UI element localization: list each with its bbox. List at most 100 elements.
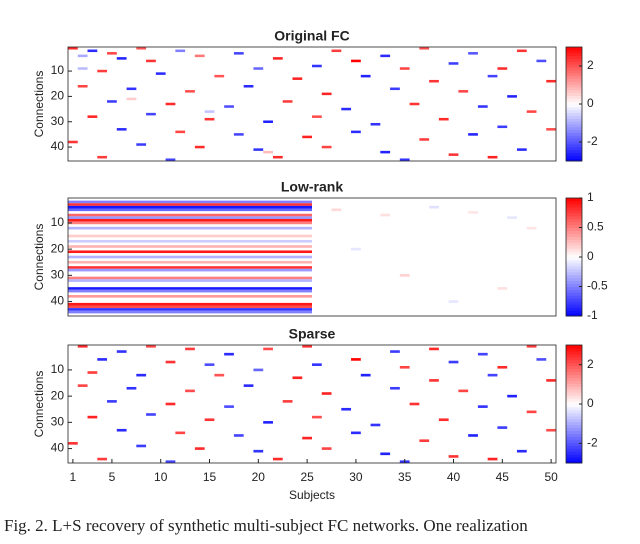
x-tick-label: 10 bbox=[154, 470, 168, 484]
cell bbox=[312, 115, 322, 118]
band bbox=[68, 205, 312, 209]
colorbar-step bbox=[566, 47, 582, 51]
colorbar-step bbox=[566, 200, 582, 205]
colorbar-step bbox=[566, 72, 582, 76]
colorbar-tick-label: -0.5 bbox=[587, 279, 608, 293]
band bbox=[68, 216, 312, 219]
band bbox=[68, 245, 312, 248]
cell bbox=[399, 365, 410, 369]
colorbar-step bbox=[566, 401, 582, 405]
colorbar-step bbox=[566, 310, 582, 314]
y-tick-label: 20 bbox=[51, 89, 65, 103]
colorbar-tick-label: 0 bbox=[587, 249, 594, 263]
x-tick-label: 50 bbox=[544, 470, 558, 484]
colorbar-step bbox=[566, 286, 582, 290]
colorbar-step bbox=[566, 353, 582, 358]
colorbar-step bbox=[566, 304, 582, 308]
colorbar-step bbox=[566, 78, 582, 82]
colorbar-step bbox=[566, 254, 582, 258]
cell bbox=[77, 54, 88, 58]
colorbar-step bbox=[566, 81, 582, 85]
colorbar-step bbox=[566, 126, 582, 131]
cell bbox=[97, 358, 108, 361]
cell bbox=[497, 365, 508, 369]
colorbar-step bbox=[566, 158, 582, 162]
cell bbox=[351, 247, 361, 251]
cell bbox=[233, 52, 244, 55]
cell bbox=[243, 384, 254, 387]
colorbar-step bbox=[566, 445, 582, 449]
colorbar-step bbox=[566, 218, 582, 223]
colorbar-step bbox=[566, 69, 582, 74]
band bbox=[68, 213, 312, 217]
cell bbox=[546, 379, 556, 382]
cell bbox=[97, 69, 108, 73]
cell bbox=[194, 54, 205, 58]
cell bbox=[487, 74, 498, 78]
cell bbox=[272, 57, 283, 60]
colorbar-step bbox=[566, 289, 582, 293]
colorbar-step bbox=[566, 398, 582, 402]
cell bbox=[380, 150, 391, 154]
cell bbox=[263, 120, 273, 123]
cell bbox=[77, 345, 88, 348]
colorbar-tick-label: 1 bbox=[587, 190, 594, 204]
cell bbox=[468, 211, 478, 214]
colorbar-step bbox=[566, 295, 582, 299]
cell bbox=[497, 426, 508, 429]
cell bbox=[146, 345, 156, 348]
band bbox=[68, 203, 312, 206]
cell bbox=[516, 449, 527, 453]
colorbar-step bbox=[566, 198, 582, 202]
cell bbox=[429, 205, 439, 209]
cell bbox=[351, 358, 361, 361]
colorbar-step bbox=[566, 146, 582, 151]
cell bbox=[126, 386, 137, 390]
x-tick-label: 45 bbox=[496, 470, 510, 484]
colorbar-step bbox=[566, 248, 582, 252]
y-tick-label: 30 bbox=[51, 268, 65, 282]
colorbar-step bbox=[566, 209, 582, 214]
cell bbox=[302, 345, 312, 348]
colorbar-step bbox=[566, 118, 582, 122]
cell bbox=[409, 402, 420, 406]
cell bbox=[126, 87, 137, 91]
cell bbox=[546, 428, 556, 432]
cell bbox=[477, 105, 488, 108]
cell bbox=[487, 373, 498, 377]
cell bbox=[77, 384, 88, 387]
colorbar-step bbox=[566, 283, 582, 287]
colorbar-step bbox=[566, 386, 582, 390]
cell bbox=[194, 145, 205, 149]
cell bbox=[487, 155, 498, 159]
colorbar-step bbox=[566, 155, 582, 159]
cell bbox=[263, 421, 273, 424]
y-tick-label: 10 bbox=[51, 63, 65, 77]
colorbar-step bbox=[566, 268, 582, 273]
cell bbox=[536, 358, 547, 361]
colorbar-step bbox=[566, 292, 582, 296]
colorbar-step bbox=[566, 313, 582, 317]
band bbox=[68, 200, 312, 204]
band bbox=[68, 266, 312, 269]
colorbar-step bbox=[566, 350, 582, 355]
cell bbox=[272, 155, 283, 159]
cell bbox=[458, 90, 469, 93]
cell bbox=[468, 52, 478, 55]
colorbar-step bbox=[566, 92, 582, 96]
cell bbox=[224, 405, 234, 408]
band bbox=[68, 250, 312, 254]
cell bbox=[165, 158, 176, 161]
colorbar-step bbox=[566, 383, 582, 387]
cell bbox=[390, 87, 400, 91]
cell bbox=[146, 413, 156, 416]
colorbar-step bbox=[566, 274, 582, 279]
cell bbox=[380, 54, 391, 58]
cell bbox=[399, 274, 410, 277]
colorbar-step bbox=[566, 135, 582, 139]
cell bbox=[536, 59, 547, 63]
colorbar-step bbox=[566, 380, 582, 384]
cell bbox=[194, 447, 205, 450]
colorbar-step bbox=[566, 365, 582, 370]
cell bbox=[165, 360, 176, 364]
